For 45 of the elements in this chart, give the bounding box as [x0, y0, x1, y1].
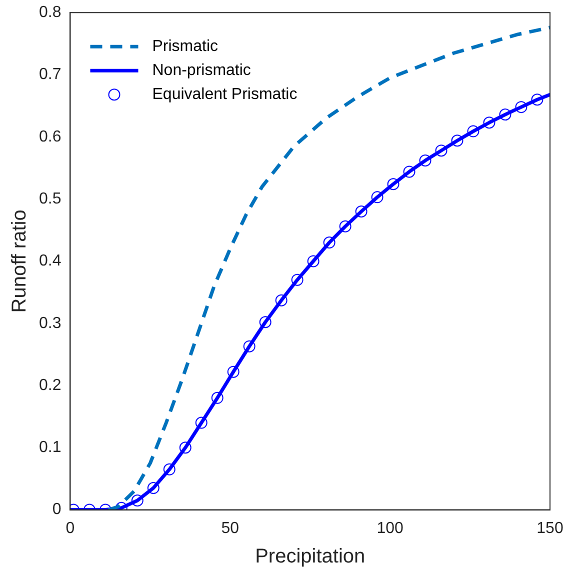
- y-tick-label: 0.6: [38, 128, 62, 146]
- point: [307, 255, 320, 268]
- x-tick-label: 150: [536, 520, 564, 537]
- point: [467, 125, 480, 138]
- point: [419, 154, 432, 167]
- y-tick-label: 0.5: [38, 190, 62, 208]
- y-tick-label: 0.1: [38, 439, 62, 456]
- point: [291, 274, 304, 286]
- y-axis-title: Runoff ratio: [8, 210, 31, 313]
- point: [451, 134, 464, 147]
- point: [515, 101, 528, 114]
- point: [323, 236, 336, 249]
- point: [163, 463, 176, 476]
- y-tick-label: 0.7: [38, 66, 62, 84]
- point: [243, 340, 256, 352]
- y-tick-label: 0.8: [38, 4, 62, 22]
- point: [147, 482, 160, 494]
- point: [179, 442, 192, 454]
- point: [531, 94, 544, 106]
- point: [371, 191, 384, 204]
- point: [211, 392, 224, 404]
- y-tick-label: 0.4: [38, 252, 62, 270]
- legend-label: Prismatic: [152, 38, 218, 56]
- point: [403, 166, 416, 178]
- x-tick-label: 0: [66, 520, 75, 537]
- point: [227, 366, 240, 378]
- point: [195, 416, 208, 429]
- line-series: [106, 26, 550, 510]
- point: [259, 316, 272, 328]
- x-axis-title: Precipitation: [255, 546, 366, 568]
- point: [131, 494, 144, 506]
- point: [275, 294, 288, 306]
- point: [483, 116, 496, 129]
- point: [355, 205, 368, 218]
- point: [387, 178, 400, 190]
- point: [435, 144, 448, 157]
- point: [499, 108, 512, 121]
- y-tick-label: 0.2: [38, 376, 62, 394]
- y-tick-label: 0: [52, 501, 62, 518]
- x-tick-label: 50: [221, 520, 240, 537]
- legend-label: Equivalent Prismatic: [152, 86, 298, 104]
- y-tick-label: 0.3: [38, 314, 62, 332]
- legend-label: Non-prismatic: [152, 62, 251, 80]
- point: [339, 220, 352, 232]
- x-tick-label: 100: [376, 520, 404, 537]
